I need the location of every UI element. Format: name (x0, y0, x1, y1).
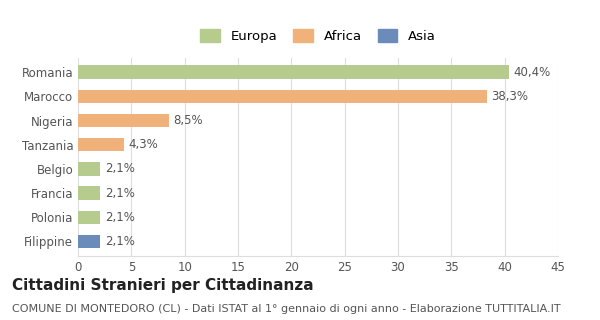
Text: 2,1%: 2,1% (104, 162, 134, 175)
Text: 2,1%: 2,1% (104, 211, 134, 224)
Bar (78, 90, 487, 103)
Bar (78, 235, 100, 248)
Bar (78, 162, 100, 176)
Bar (78, 211, 100, 224)
Text: 40,4%: 40,4% (513, 66, 550, 79)
Text: 8,5%: 8,5% (173, 114, 203, 127)
Text: 2,1%: 2,1% (104, 187, 134, 200)
Text: 4,3%: 4,3% (128, 138, 158, 151)
Bar (78, 138, 124, 151)
Text: 2,1%: 2,1% (104, 235, 134, 248)
Text: 38,3%: 38,3% (491, 90, 528, 103)
Bar (78, 66, 509, 79)
Bar (78, 187, 100, 200)
Legend: Europa, Africa, Asia: Europa, Africa, Asia (196, 25, 440, 47)
Text: Cittadini Stranieri per Cittadinanza: Cittadini Stranieri per Cittadinanza (12, 278, 314, 293)
Bar (78, 114, 169, 127)
Text: COMUNE DI MONTEDORO (CL) - Dati ISTAT al 1° gennaio di ogni anno - Elaborazione : COMUNE DI MONTEDORO (CL) - Dati ISTAT al… (12, 304, 560, 314)
